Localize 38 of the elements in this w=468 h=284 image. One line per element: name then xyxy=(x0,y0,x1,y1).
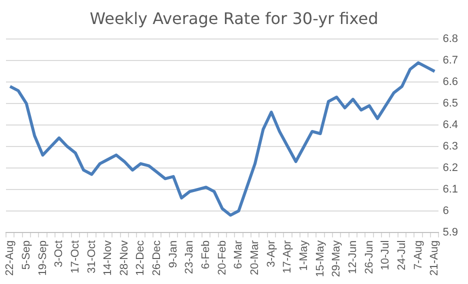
x-tick-label: 17-Oct xyxy=(69,240,82,274)
y-tick-label: 5.9 xyxy=(442,226,458,238)
x-tick-label: 19-Sep xyxy=(36,240,49,276)
x-tick-label: 1-May xyxy=(298,240,310,271)
x-tick-label: 10-Jul xyxy=(380,240,392,270)
y-tick-label: 6.7 xyxy=(442,54,458,67)
y-tick-label: 6.6 xyxy=(442,76,458,88)
x-tick-label: 21-Aug xyxy=(428,240,441,276)
x-tick-label: 29-May xyxy=(330,240,343,278)
chart-title: Weekly Average Rate for 30-yr fixed xyxy=(90,8,378,28)
x-tick-label: 9-Jan xyxy=(167,240,180,268)
y-tick-label: 6.1 xyxy=(442,183,458,196)
x-tick-label: 31-Oct xyxy=(86,240,98,274)
x-tick-label: 22-Aug xyxy=(4,240,16,276)
y-tick-label: 6.8 xyxy=(442,33,458,46)
x-tick-label: 14-Nov xyxy=(102,240,114,276)
y-tick-label: 6.5 xyxy=(442,98,458,110)
x-tick-label: 7-Aug xyxy=(412,240,424,270)
x-tick-label: 20-Mar xyxy=(249,240,262,276)
x-tick-label: 6-Feb xyxy=(200,240,212,270)
x-tick-label: 3-Oct xyxy=(53,240,66,268)
x-tick-label: 26-Jun xyxy=(363,240,376,274)
x-tick-label: 23-Jan xyxy=(184,240,196,274)
x-tick-label: 3-Apr xyxy=(265,240,278,268)
y-tick-label: 6.4 xyxy=(442,119,458,132)
y-tick-label: 6.2 xyxy=(442,162,458,174)
x-tick-label: 6-Mar xyxy=(232,240,245,270)
x-tick-label: 26-Dec xyxy=(151,240,164,276)
x-tick-label: 17-Apr xyxy=(282,240,294,274)
x-tick-label: 24-Jul xyxy=(396,240,408,270)
y-tick-label: 6 xyxy=(442,204,449,217)
x-tick-label: 12-Dec xyxy=(134,240,147,276)
x-tick-label: 5-Sep xyxy=(20,240,32,270)
x-tick-label: 15-May xyxy=(314,240,326,278)
y-tick-label: 6.3 xyxy=(442,140,458,153)
x-tick-label: 20-Feb xyxy=(216,240,228,276)
x-tick-label: 12-Jun xyxy=(347,240,360,274)
x-tick-label: 28-Nov xyxy=(118,240,130,276)
